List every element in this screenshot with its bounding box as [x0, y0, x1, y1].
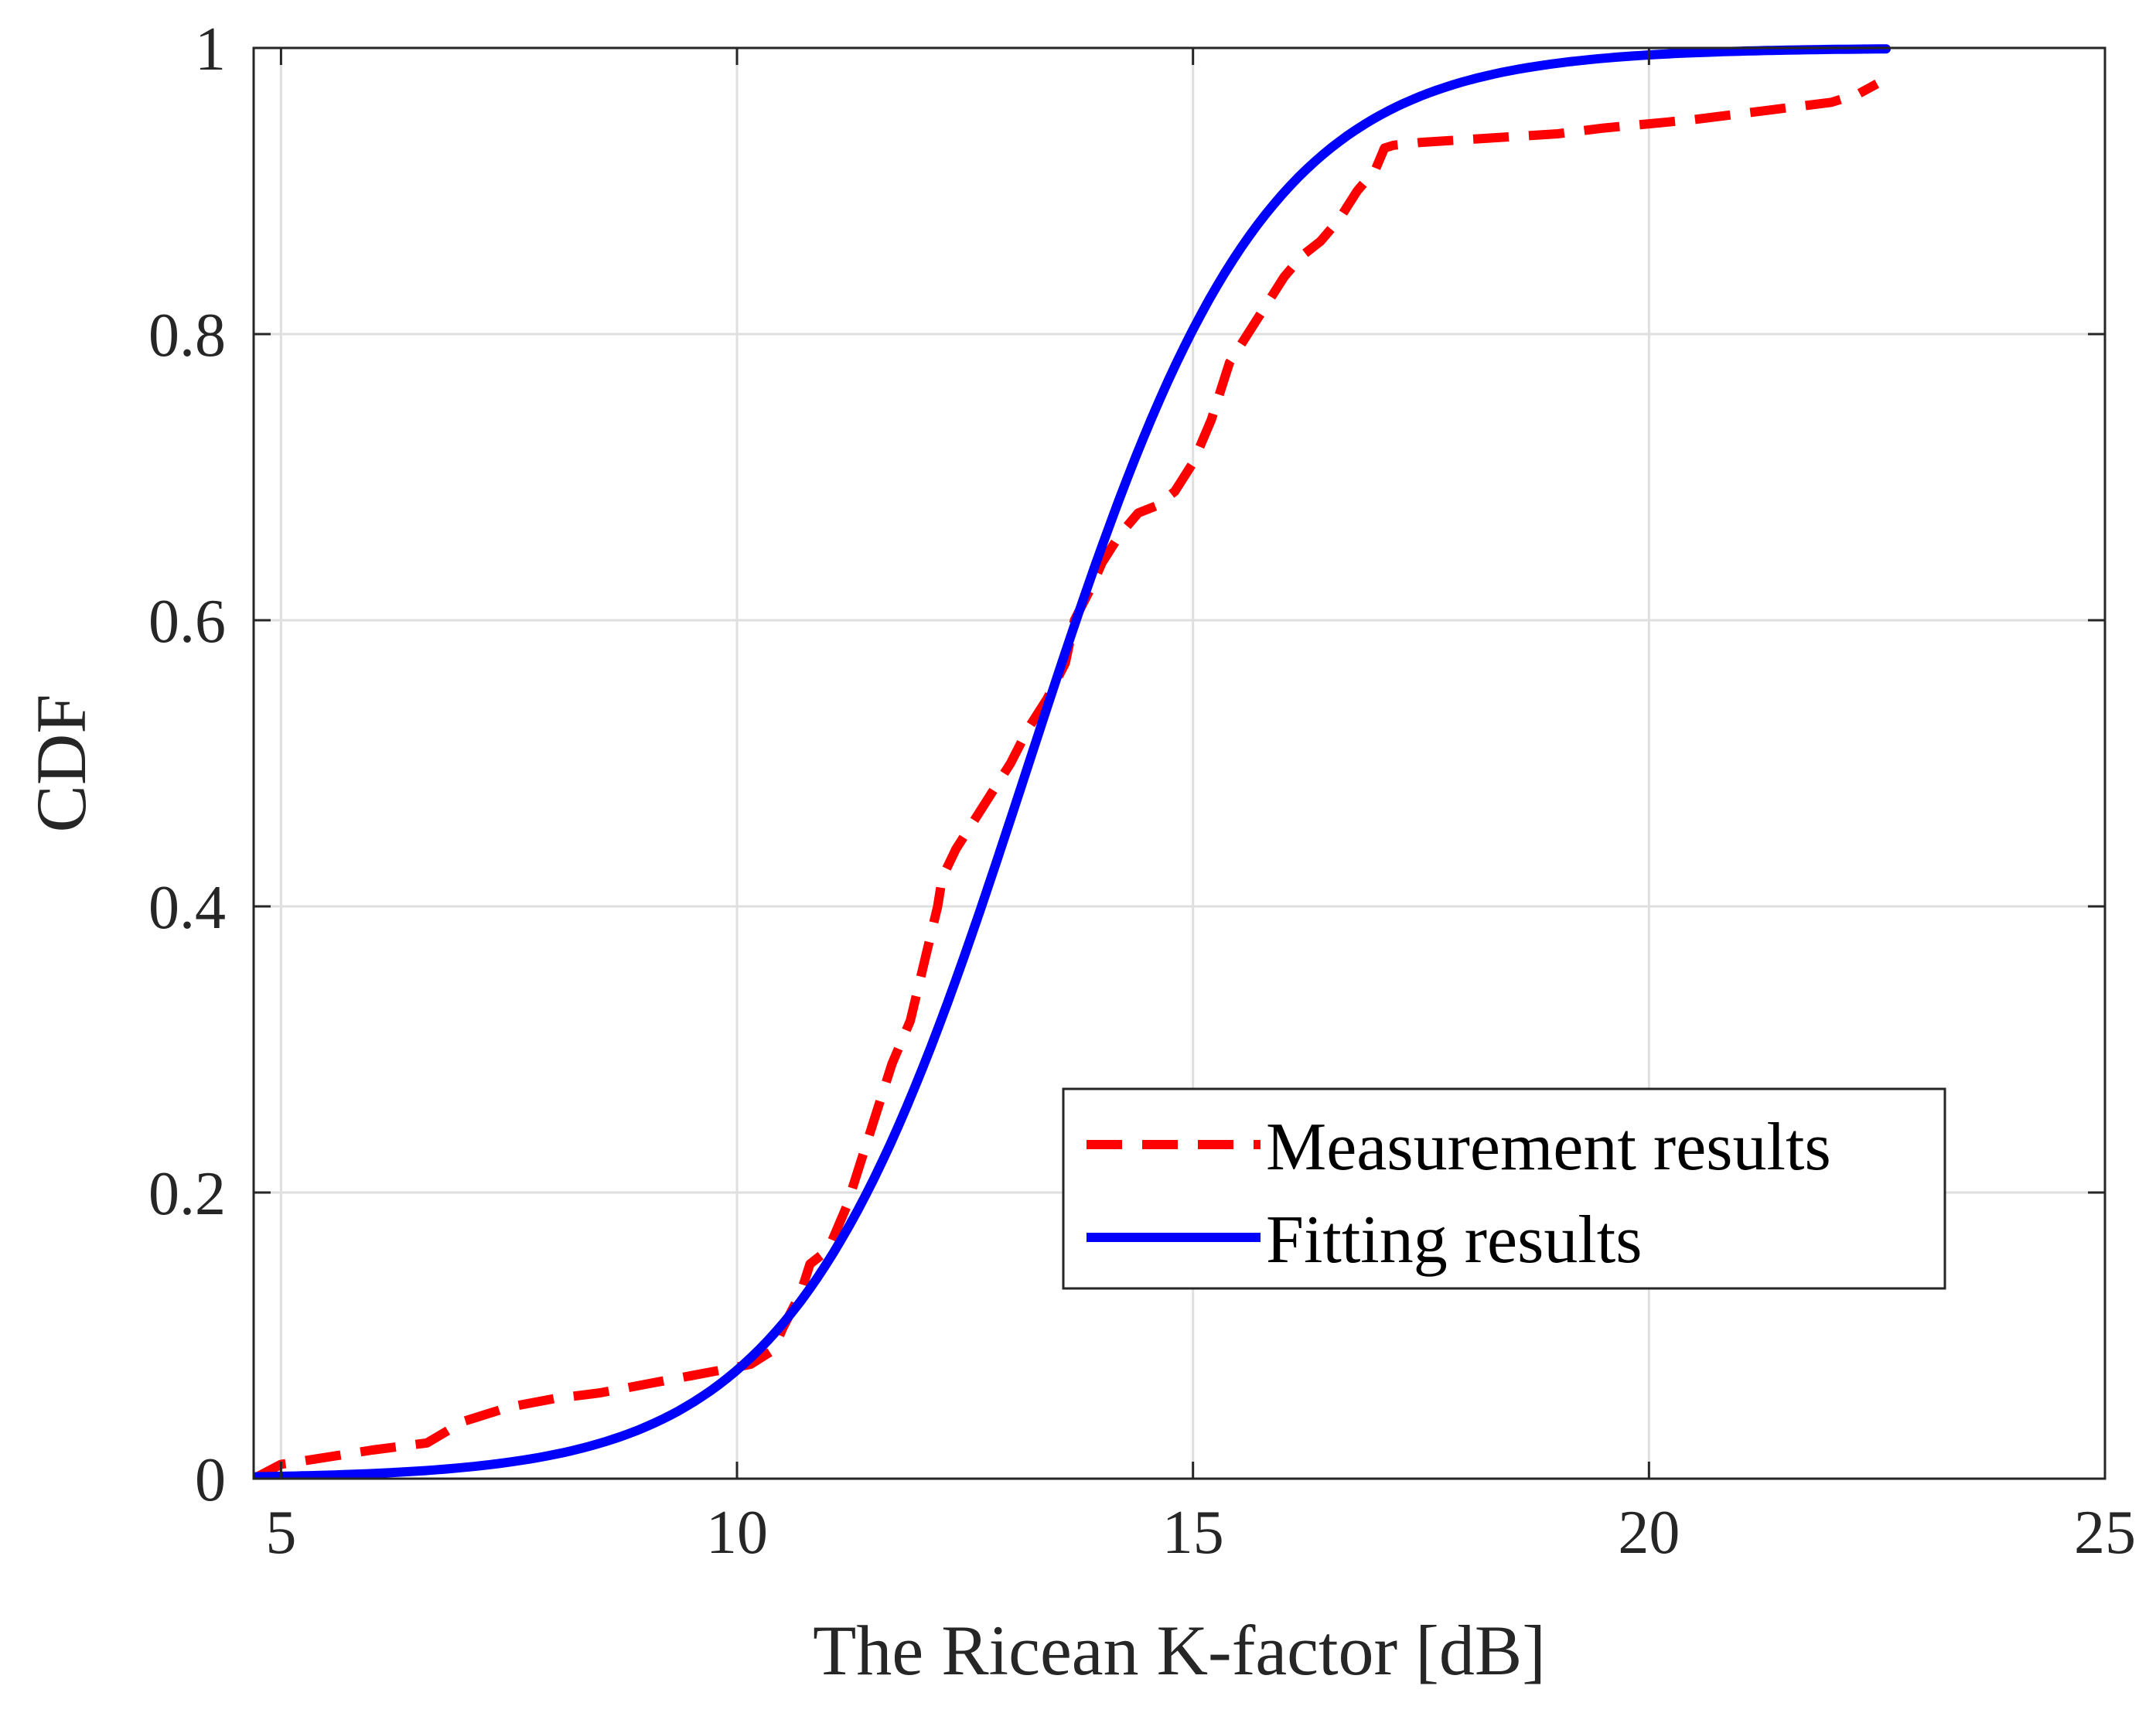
series-line-measurement: [254, 80, 1880, 1479]
tick-marks: [254, 46, 2107, 1480]
series-layer: [254, 44, 1891, 1479]
y-tick-label-1: 0.2: [148, 1160, 226, 1228]
series-line-fitting: [254, 44, 1891, 1479]
x-tick-label-3: 20: [1618, 1499, 1680, 1567]
y-tick-label-2: 0.4: [148, 874, 226, 942]
y-tick-labels: 0 0.2 0.4 0.6 0.8 1: [148, 15, 226, 1514]
y-tick-label-3: 0.6: [148, 588, 226, 656]
x-tick-label-4: 25: [2074, 1499, 2136, 1567]
legend: Measurement results Fitting results: [1062, 1087, 1946, 1290]
y-axis-label: CDF: [22, 694, 101, 833]
x-tick-label-2: 15: [1162, 1499, 1224, 1567]
x-axis-label: The Ricean K-factor [dB]: [813, 1611, 1546, 1690]
plot-frame: [252, 46, 2107, 1480]
y-tick-label-0: 0: [195, 1446, 226, 1514]
x-tick-label-0: 5: [265, 1499, 296, 1567]
x-tick-label-1: 10: [706, 1499, 768, 1567]
legend-box: [1062, 1087, 1946, 1290]
y-tick-label-5: 1: [195, 15, 226, 84]
legend-label-fitting: Fitting results: [1266, 1203, 1643, 1278]
legend-label-measurement: Measurement results: [1266, 1110, 1831, 1185]
x-tick-labels: 5 10 15 20 25: [265, 1499, 2136, 1567]
y-tick-label-4: 0.8: [148, 302, 226, 370]
